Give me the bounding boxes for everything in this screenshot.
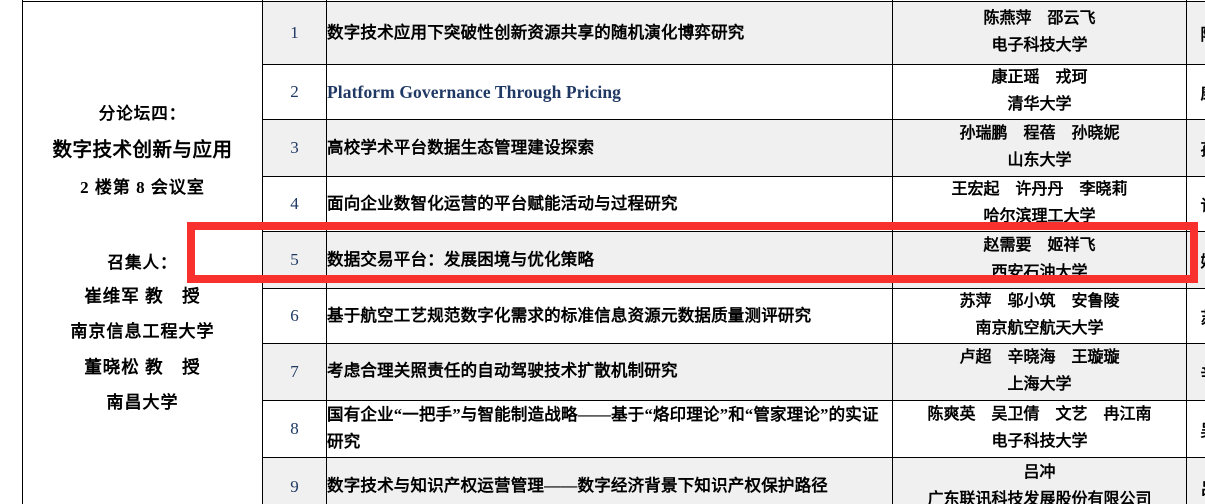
forum-label: 分论坛四： <box>98 103 187 123</box>
authors-names: 王宏起 许丹丹 李晓莉 <box>951 181 1128 199</box>
authors-org: 电子科技大学 <box>991 37 1088 54</box>
cell-row-number: 7 <box>262 342 327 401</box>
cell-authors: 陈爽英 吴卫倩 文艺 冉江南 电子科技大学 <box>892 399 1187 458</box>
authors-names: 赵需要 姬祥飞 <box>983 237 1096 255</box>
convener-org-2: 南昌大学 <box>106 392 179 412</box>
cell-paper-title: 数据交易平台：发展困境与优化策略 <box>326 231 893 289</box>
table-row: 3 高校学术平台数据生态管理建设探索 孙瑞鹏 程蓓 孙晓妮 山东大学 孙瑞鹏 <box>23 119 1205 177</box>
table-row: 2 Platform Governance Through Pricing 康正… <box>23 64 1205 120</box>
authors-org: 山东大学 <box>1007 152 1072 169</box>
cell-row-number: 6 <box>262 288 327 344</box>
cell-paper-title: 考虑合理关照责任的自动驾驶技术扩散机制研究 <box>326 342 893 401</box>
cell-row-number: 3 <box>262 119 327 177</box>
cell-authors: 孙瑞鹏 程蓓 孙晓妮 山东大学 <box>892 119 1187 177</box>
authors-org: 清华大学 <box>1007 96 1072 113</box>
forum-spacer <box>23 206 262 246</box>
convener-name-2: 董晓松 教 授 <box>84 357 201 378</box>
authors-org: 广东联讯科技发展股份有限公司 <box>927 490 1152 504</box>
cell-row-number: 8 <box>262 399 327 458</box>
cell-speaker: 苏 萍 <box>1186 288 1205 344</box>
cell-row-number: 5 <box>262 231 327 289</box>
convener-org-1: 南京信息工程大学 <box>70 322 215 342</box>
cell-row-number: 9 <box>262 456 327 504</box>
authors-names: 卢超 辛晓海 王璇璇 <box>959 348 1120 366</box>
table-row: 分论坛四： 数字技术创新与应用 2 楼第 8 会议室 召集人： 崔维军 教 授 … <box>22 1 1205 504</box>
table-row: 6 基于航空工艺规范数字化需求的标准信息资源元数据质量测评研究 苏萍 邬小筑 安… <box>23 288 1205 344</box>
authors-org: 上海大学 <box>1007 375 1072 393</box>
cell-speaker: 辛晓海 <box>1186 342 1205 401</box>
cell-row-number: 4 <box>262 176 327 232</box>
authors-org: 电子科技大学 <box>991 432 1088 450</box>
convener-label: 召集人： <box>107 252 178 272</box>
cell-speaker: 姬祥飞 <box>1186 231 1205 289</box>
cell-paper-title: 数字技术应用下突破性创新资源共享的随机演化博弈研究 <box>326 1 893 65</box>
authors-org: 西安石油大学 <box>991 264 1088 281</box>
authors-names: 陈燕萍 邵云飞 <box>983 10 1096 28</box>
cell-paper-title: 数字技术与知识产权运营管理——数字经济背景下知识产权保护路径 <box>326 456 893 504</box>
convener-name-1: 崔维军 教 授 <box>84 286 201 307</box>
cell-speaker: 吴卫倩 <box>1186 399 1205 458</box>
authors-org: 南京航空航天大学 <box>975 319 1104 337</box>
cell-paper-title: 国有企业“一把手”与智能制造战略——基于“烙印理论”和“管家理论”的实证研究 <box>326 399 893 458</box>
cell-authors: 吕冲 广东联讯科技发展股份有限公司 <box>892 456 1187 504</box>
cell-paper-title: 基于航空工艺规范数字化需求的标准信息资源元数据质量测评研究 <box>326 288 893 344</box>
authors-names: 陈爽英 吴卫倩 文艺 冉江南 <box>927 405 1152 423</box>
table-row: 7 考虑合理关照责任的自动驾驶技术扩散机制研究 卢超 辛晓海 王璇璇 上海大学 … <box>23 342 1205 401</box>
forum-name: 数字技术创新与应用 <box>52 139 233 161</box>
cell-speaker: 陈燕萍 <box>1186 1 1205 65</box>
authors-names: 孙瑞鹏 程蓓 孙晓妮 <box>959 125 1120 143</box>
cell-paper-title: 面向企业数智化运营的平台赋能活动与过程研究 <box>326 176 893 232</box>
authors-names: 吕冲 <box>1023 463 1056 481</box>
cell-speaker: 许丹丹 <box>1186 176 1205 232</box>
cell-authors: 赵需要 姬祥飞 西安石油大学 <box>892 231 1187 289</box>
table-row: 9 数字技术与知识产权运营管理——数字经济背景下知识产权保护路径 吕冲 广东联讯… <box>23 456 1205 504</box>
cell-authors: 卢超 辛晓海 王璇璇 上海大学 <box>892 342 1187 401</box>
cell-speaker: 吕 冲 <box>1186 456 1205 504</box>
table-row: 8 国有企业“一把手”与智能制造战略——基于“烙印理论”和“管家理论”的实证研究… <box>23 399 1205 458</box>
authors-names: 康正瑶 戎珂 <box>991 69 1088 87</box>
cell-row-number: 2 <box>262 64 327 120</box>
cell-paper-title: Platform Governance Through Pricing <box>326 64 893 120</box>
cell-row-number: 1 <box>262 1 327 65</box>
forum-info-cell: 分论坛四： 数字技术创新与应用 2 楼第 8 会议室 召集人： 崔维军 教 授 … <box>22 1 263 504</box>
agenda-table-body: 分论坛四： 数字技术创新与应用 2 楼第 8 会议室 召集人： 崔维军 教 授 … <box>22 0 1205 504</box>
cell-speaker: 孙瑞鹏 <box>1186 119 1205 177</box>
cell-authors: 王宏起 许丹丹 李晓莉 哈尔滨理工大学 <box>892 176 1187 232</box>
cell-authors: 陈燕萍 邵云飞 电子科技大学 <box>892 1 1187 65</box>
authors-org: 哈尔滨理工大学 <box>983 208 1096 225</box>
authors-names: 苏萍 邬小筑 安鲁陵 <box>959 293 1120 310</box>
cell-paper-title: 高校学术平台数据生态管理建设探索 <box>326 119 893 177</box>
cell-speaker: 康正瑶 <box>1186 64 1205 120</box>
cell-authors: 康正瑶 戎珂 清华大学 <box>892 64 1187 120</box>
cell-authors: 苏萍 邬小筑 安鲁陵 南京航空航天大学 <box>892 288 1187 344</box>
agenda-table: 分论坛四： 数字技术创新与应用 2 楼第 8 会议室 召集人： 崔维军 教 授 … <box>22 0 1205 504</box>
forum-room: 2 楼第 8 会议室 <box>80 177 205 197</box>
